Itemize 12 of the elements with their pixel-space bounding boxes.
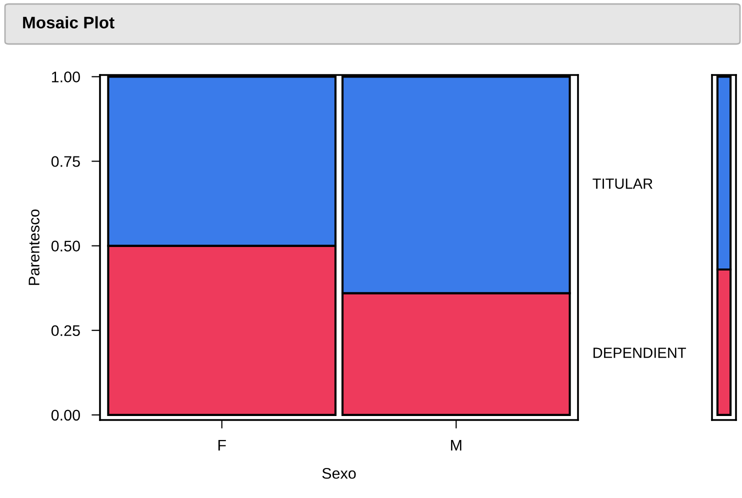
x-tick-label: F [218,440,226,451]
x-tick-label: M [451,440,462,451]
chart-title: Mosaic Plot [23,16,114,28]
x-axis-title: Sexo [322,468,356,479]
y-tick-label: 0.25 [51,325,80,336]
y-tick-label: 0.75 [51,156,80,167]
y-tick-label: 0.50 [51,240,80,252]
y-tick-label: 0.00 [51,410,80,421]
y-tick-label: 1.00 [52,72,80,82]
series-label: TITULAR [592,178,652,189]
series-label: DEPENDIENT [594,348,686,358]
y-axis-title: Parentesco [28,209,40,285]
